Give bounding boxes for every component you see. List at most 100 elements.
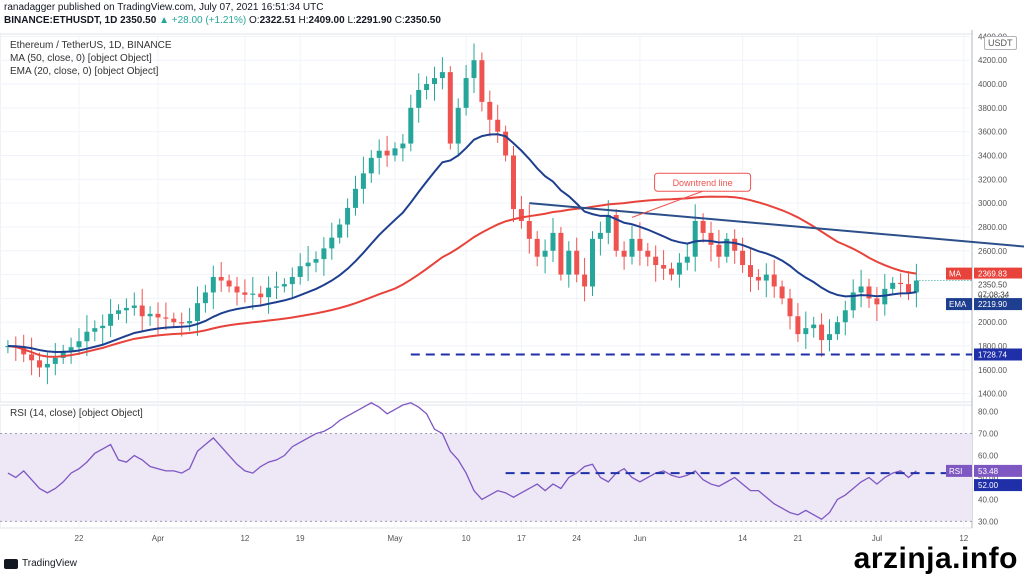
candle [740, 250, 746, 266]
rsi-tag-label-bg [946, 464, 972, 477]
price-chart[interactable]: 1400.001600.001800.002000.002200.002400.… [0, 30, 1024, 550]
candle [147, 313, 153, 317]
candle [171, 318, 177, 323]
candle [353, 188, 358, 208]
ema-price-tag-bg [974, 298, 1022, 311]
rsi-value-tag-bg [974, 464, 1022, 477]
price-tick-label: 4200.00 [978, 56, 1007, 65]
candle [139, 305, 145, 317]
bar-countdown: 07:08:34 [978, 291, 1010, 300]
candle [384, 150, 390, 156]
price-tick-label: 3000.00 [978, 199, 1007, 208]
time-tick-label: 19 [296, 534, 305, 543]
candle [37, 360, 42, 368]
candle [392, 148, 398, 156]
candle [242, 292, 248, 295]
candle [487, 101, 493, 120]
rsi-level-tag: 52.00 [978, 481, 999, 490]
candle [834, 322, 840, 335]
candle [479, 60, 485, 102]
price-tick-label: 3600.00 [978, 128, 1007, 137]
candle [866, 286, 872, 299]
rsi-tag-label: RSI [949, 467, 962, 476]
candle [439, 72, 445, 79]
rsi-band [0, 433, 972, 522]
candle [218, 276, 224, 281]
price-tick-label: 3200.00 [978, 175, 1007, 184]
rsi-legend[interactable]: RSI (14, close) [object Object] [10, 408, 143, 419]
annotation-pointer [631, 190, 703, 218]
support-price-tag-bg [974, 348, 1022, 361]
watermark: arzinja.info [853, 542, 1018, 575]
candle [597, 232, 603, 239]
symbol-label[interactable]: BINANCE:ETHUSDT, 1D [4, 15, 118, 26]
candle [779, 286, 785, 299]
time-tick-label: Jul [872, 534, 882, 543]
candle [202, 292, 208, 304]
time-tick-label: 22 [75, 534, 84, 543]
candle [755, 276, 761, 281]
ma-price-tag-bg [974, 267, 1022, 280]
candle [882, 288, 888, 305]
candle [842, 310, 848, 323]
candle [155, 313, 161, 318]
candle [289, 276, 295, 285]
candle [368, 157, 374, 174]
tradingview-icon [4, 558, 18, 569]
candle [613, 215, 619, 251]
candle [92, 328, 98, 332]
candle [447, 72, 453, 144]
ema-legend[interactable]: EMA (20, close, 0) [object Object] [10, 66, 159, 77]
time-tick-label: Apr [152, 534, 165, 543]
tradingview-logo[interactable]: TradingView [4, 558, 77, 569]
candle [550, 232, 556, 251]
candle [250, 293, 256, 295]
candle [621, 250, 627, 257]
candle [274, 286, 279, 288]
ma-legend[interactable]: MA (50, close, 0) [object Object] [10, 53, 152, 64]
candle [60, 350, 66, 358]
candle [716, 244, 722, 257]
candle [455, 107, 461, 144]
candle [763, 274, 769, 281]
candle [811, 324, 817, 329]
candle [700, 220, 706, 233]
candle [234, 286, 240, 293]
candle [68, 347, 74, 351]
rsi-level-tag-bg [974, 479, 1022, 492]
candle [669, 268, 674, 275]
candle [724, 238, 730, 257]
candle [645, 250, 651, 257]
rsi-tick-label: 60.00 [978, 452, 999, 461]
candle [21, 347, 27, 355]
candle [850, 292, 856, 311]
high-value: 2409.00 [308, 15, 345, 26]
price-tick-label: 2600.00 [978, 247, 1007, 256]
candle [495, 119, 501, 132]
candle [187, 321, 193, 324]
downtrend-line [529, 202, 1024, 248]
candle [108, 313, 114, 326]
ema-line [7, 133, 917, 354]
time-tick-label: Jun [633, 534, 646, 543]
candle [874, 298, 880, 305]
candle [376, 150, 382, 158]
currency-button[interactable]: USDT [984, 36, 1017, 50]
candle [518, 209, 524, 221]
candle [653, 256, 659, 266]
ma-price-tag: 2369.83 [978, 270, 1007, 279]
candle [748, 265, 753, 277]
support-price-tag: 1728.74 [978, 351, 1007, 360]
price-tick-label: 3400.00 [978, 151, 1007, 160]
candle [827, 334, 832, 341]
price-tick-label: 4000.00 [978, 80, 1007, 89]
rsi-line [7, 402, 917, 520]
low-value: 2291.90 [355, 15, 392, 26]
last-price-tag-bg [974, 278, 1022, 291]
price-tick-label: 1800.00 [978, 342, 1007, 351]
price-tick-label: 3800.00 [978, 104, 1007, 113]
price-pane [0, 33, 973, 403]
candle [258, 293, 264, 298]
close-value: 2350.50 [404, 15, 441, 26]
candle [890, 282, 896, 289]
